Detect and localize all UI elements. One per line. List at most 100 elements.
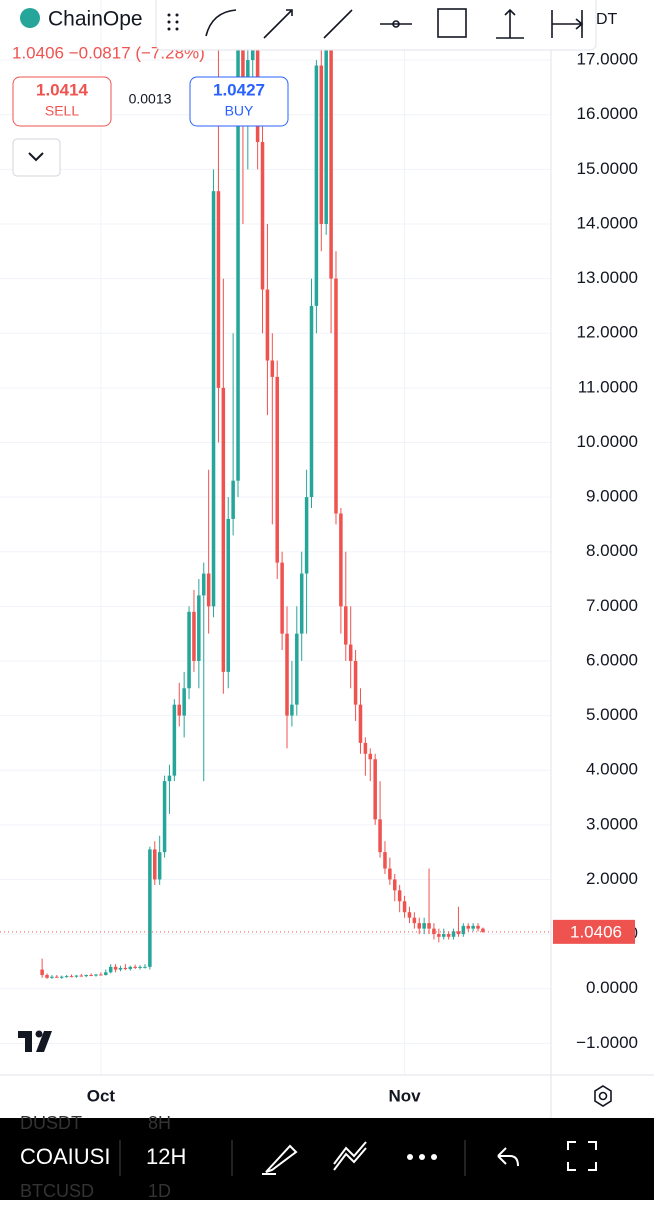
candle-body	[241, 5, 245, 115]
ticker[interactable]: COAIUSI	[20, 1144, 110, 1169]
price-range-tool[interactable]	[496, 8, 524, 39]
candle-body	[64, 976, 69, 978]
sell-label: SELL	[45, 103, 79, 119]
candle-body	[466, 925, 470, 929]
candle-body	[221, 387, 226, 672]
candles	[0, 0, 551, 979]
candle-body	[59, 976, 64, 978]
candle-body	[123, 967, 128, 970]
candle-body	[446, 934, 451, 937]
more-icon[interactable]	[407, 1154, 437, 1160]
logo-dot	[35, 1030, 43, 1038]
candle-body	[108, 966, 113, 973]
candle-body	[197, 595, 201, 661]
y-tick-label: 10.0000	[577, 432, 638, 451]
y-tick-label: 12.0000	[577, 323, 638, 342]
candle-body	[177, 704, 182, 716]
candle-body	[113, 966, 118, 970]
candle-body	[280, 562, 284, 634]
candle-body	[226, 518, 230, 672]
candle-body	[40, 969, 44, 976]
y-tick-label: 8.0000	[586, 541, 638, 560]
candle-body	[461, 925, 466, 935]
candle-body	[339, 513, 343, 607]
candle-body	[45, 975, 49, 978]
buy-label: BUY	[225, 103, 254, 119]
date-range-tool[interactable]	[551, 10, 584, 38]
candle-body	[295, 633, 299, 705]
rectangle-tool[interactable]	[437, 8, 467, 38]
candle-body	[344, 606, 348, 645]
interval[interactable]: 12H	[146, 1144, 186, 1169]
y-tick-label: 5.0000	[586, 705, 638, 724]
candle-body	[481, 928, 485, 932]
y-tick-label: 14.0000	[577, 213, 638, 232]
x-tick-label: Nov	[388, 1086, 421, 1105]
candle-body	[319, 65, 324, 224]
candle-body	[265, 289, 270, 361]
candle-body	[162, 781, 167, 853]
settings-icon-center	[598, 1091, 608, 1101]
candle-body	[128, 966, 133, 970]
candle-body	[383, 852, 387, 869]
candle-body	[153, 849, 157, 880]
chevron-icon	[28, 152, 44, 162]
sell-button[interactable]	[12, 76, 112, 127]
y-tick-label: 16.0000	[577, 104, 638, 123]
candle-body	[236, 0, 240, 481]
horizontal-tool-dot	[392, 20, 400, 28]
candle-body	[290, 704, 294, 716]
candle-body	[348, 644, 353, 661]
y-tick-label: −1.0000	[576, 1033, 638, 1052]
change-line: 1.0406 −0.0817 (−7.28%)	[12, 43, 205, 62]
candle-body	[133, 966, 137, 968]
last-price-box	[553, 919, 635, 944]
y-tick-label: 6.0000	[586, 650, 638, 669]
x-tick-label: Oct	[87, 1086, 116, 1105]
candle-body	[94, 974, 98, 976]
bottom-bar	[0, 1118, 654, 1200]
candle-body	[260, 142, 265, 290]
collapse-button[interactable]	[12, 138, 61, 177]
candle-body	[182, 688, 186, 716]
candle-body	[432, 928, 436, 935]
y-tick-label: 15.0000	[577, 159, 638, 178]
y-tick-label: 17.0000	[577, 50, 638, 69]
curve-tool[interactable]	[205, 9, 237, 37]
undo-icon[interactable]	[497, 1147, 519, 1167]
candle-body	[99, 974, 103, 976]
candle-body	[358, 704, 363, 743]
candle-body	[275, 376, 279, 563]
candle-body	[412, 917, 417, 924]
candle-body	[138, 966, 142, 968]
interval-below: 1D	[148, 1181, 171, 1200]
arrow-tool[interactable]	[263, 9, 293, 39]
candle-body	[231, 480, 235, 519]
buy-button[interactable]	[189, 76, 289, 127]
y-tick-label: 3.0000	[586, 814, 638, 833]
candle-body	[402, 901, 407, 913]
indicators-icon[interactable]	[333, 1141, 367, 1171]
settings-icon[interactable]	[594, 1085, 612, 1107]
y-tick-label: 11.0000	[578, 377, 638, 396]
y-tick-label: 9.0000	[586, 487, 638, 506]
candle-body	[69, 976, 74, 978]
y-tick-label: 7.0000	[586, 596, 638, 615]
y-tick-label: 4.0000	[586, 760, 638, 779]
x-axis: Oct Nov	[87, 1086, 421, 1105]
candle-body	[55, 976, 59, 978]
draw-icon[interactable]	[262, 1144, 298, 1175]
candle-body	[437, 934, 441, 937]
candle-body	[363, 742, 368, 754]
candle-body	[368, 753, 373, 760]
ticker-above: DUSDT	[20, 1113, 82, 1133]
line-tool[interactable]	[323, 9, 353, 39]
candle-body	[373, 759, 377, 820]
candle-body	[201, 573, 206, 596]
ticker-below: BTCUSD	[20, 1181, 94, 1200]
candle-body	[476, 925, 480, 929]
drawing-toolbar	[155, 0, 597, 51]
candle-body	[417, 923, 422, 929]
fullscreen-icon[interactable]	[567, 1141, 597, 1171]
candle-body	[206, 573, 211, 607]
